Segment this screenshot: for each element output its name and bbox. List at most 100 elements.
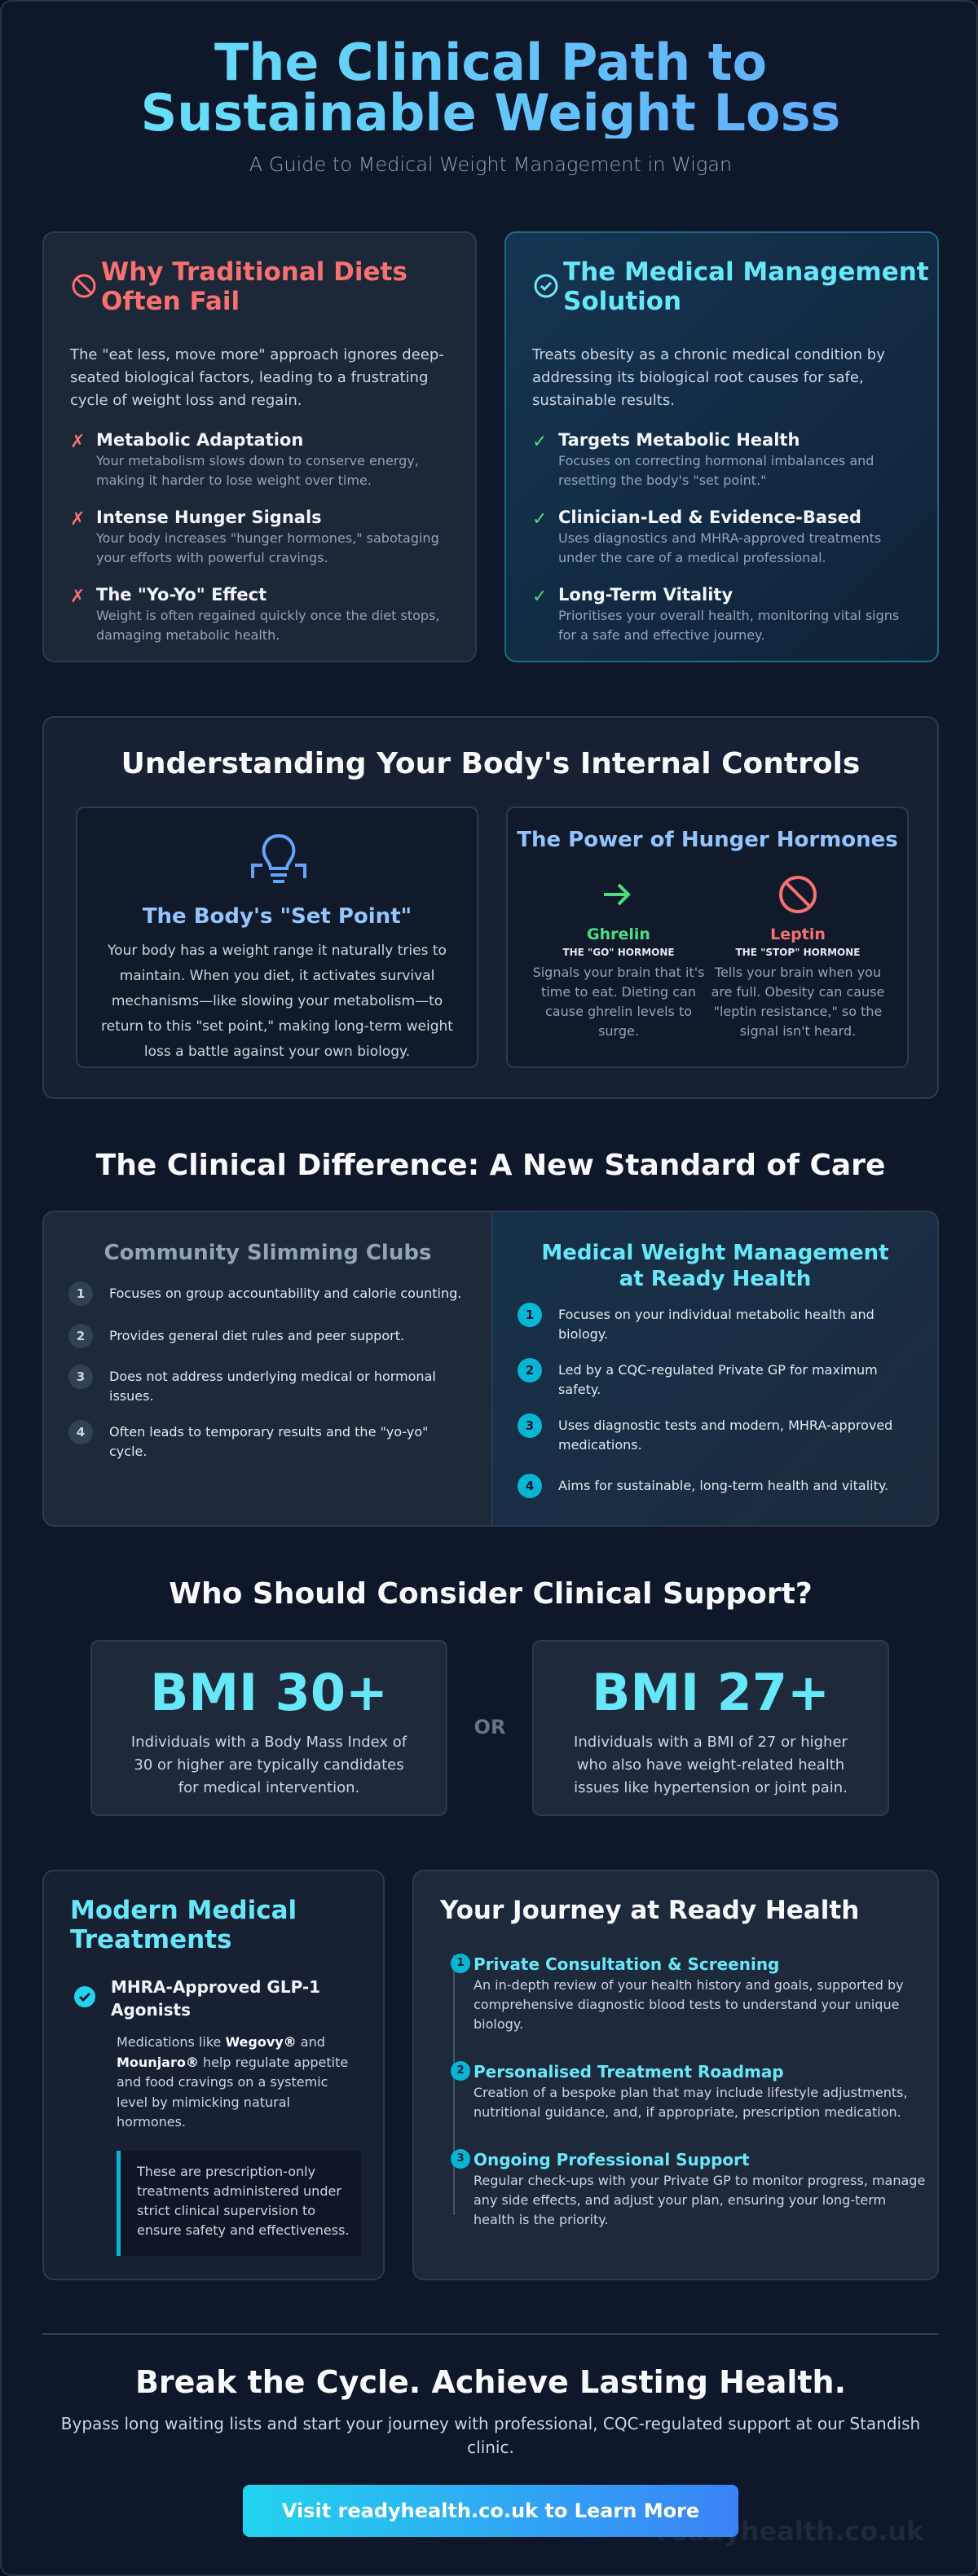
treatments-title: Modern Medical Treatments bbox=[70, 1896, 297, 1954]
treatment-name: MHRA-Approved GLP-1 Agonists bbox=[111, 1977, 321, 2020]
item-title: Targets Metabolic Health bbox=[558, 430, 800, 450]
description-part: help regulate appetite and food cravings… bbox=[117, 2054, 349, 2130]
eligibility-title: Who Should Consider Clinical Support? bbox=[169, 1577, 813, 1611]
description-part: Mounjaro® bbox=[117, 2054, 199, 2070]
medical-column: Medical Weight Management at Ready Healt… bbox=[491, 1212, 937, 1525]
subtitle: A Guide to Medical Weight Management in … bbox=[249, 153, 733, 176]
hormones-title: The Power of Hunger Hormones bbox=[517, 828, 898, 852]
problem-intro: The "eat less, move more" approach ignor… bbox=[70, 346, 444, 409]
item-icon: ✗ bbox=[70, 587, 86, 607]
timeline bbox=[453, 1954, 455, 2215]
hormone: Leptin THE "STOP" HORMONE Tells your brain… bbox=[710, 925, 886, 1041]
item-icon: ✓ bbox=[532, 509, 548, 530]
item-number: 4 bbox=[68, 1420, 93, 1444]
item-text: Led by a CQC-regulated Private GP for ma… bbox=[558, 1362, 878, 1397]
set-point-title: The Body's "Set Point" bbox=[142, 904, 412, 929]
item-text: Often leads to temporary results and the… bbox=[109, 1424, 429, 1459]
treatment-note: These are prescription-only treatments a… bbox=[117, 2151, 361, 2256]
list-item: ✗ The "Yo-Yo" Effect Weight is often regai… bbox=[70, 585, 449, 645]
comparison-box: Community Slimming Clubs 1 Focuses on grou… bbox=[42, 1211, 939, 1527]
step-number: 2 bbox=[451, 2061, 470, 2081]
item-number: 4 bbox=[518, 1474, 542, 1498]
go-icon bbox=[604, 883, 631, 906]
divider bbox=[42, 2333, 939, 2335]
list-item: ✓ Clinician-Led & Evidence-Based Uses diag… bbox=[532, 508, 911, 568]
item-text: Prioritises your overall health, monitor… bbox=[558, 608, 900, 643]
hormone-role: THE "GO" HORMONE bbox=[562, 947, 675, 958]
item-icon: ✓ bbox=[532, 432, 548, 452]
step-number: 3 bbox=[451, 2149, 470, 2169]
item-number: 3 bbox=[68, 1365, 93, 1389]
solution-list: ✓ Targets Metabolic Health Focuses on corr… bbox=[506, 430, 937, 645]
item-icon: ✗ bbox=[70, 509, 86, 530]
item-number: 1 bbox=[518, 1303, 542, 1327]
journey-step: 1 Private Consultation & Screening An in-d… bbox=[451, 1954, 930, 2034]
hormone-name: Leptin bbox=[770, 925, 826, 943]
item-text: Focuses on your individual metabolic hea… bbox=[558, 1307, 874, 1342]
treatment-description: Medications like Wegovy® and Mounjaro® h… bbox=[117, 2033, 361, 2133]
bmi-card: BMI 27+ Individuals with a BMI of 27 or … bbox=[532, 1640, 889, 1816]
controls-title: Understanding Your Body's Internal Contr… bbox=[121, 747, 861, 780]
bmi-text: Individuals with a BMI of 27 or higher w… bbox=[574, 1734, 848, 1796]
item-text: Your metabolism slows down to conserve e… bbox=[96, 453, 419, 488]
item-text: Focuses on correcting hormonal imbalance… bbox=[558, 453, 874, 488]
item-text: Provides general diet rules and peer sup… bbox=[109, 1328, 405, 1343]
item-title: Clinician-Led & Evidence-Based bbox=[558, 508, 861, 527]
solution-title: The Medical Management Solution bbox=[563, 257, 929, 316]
problem-list: ✗ Metabolic Adaptation Your metabolism slo… bbox=[44, 430, 475, 645]
problem-card: Why Traditional Diets Often Fail The "ea… bbox=[42, 231, 477, 662]
hormone-name: Ghrelin bbox=[587, 925, 650, 943]
hormone-role: THE "STOP" HORMONE bbox=[735, 947, 861, 958]
step-title: Ongoing Professional Support bbox=[474, 2150, 750, 2169]
item-text: Weight is often regained quickly once th… bbox=[96, 608, 440, 643]
cta-title: Break the Cycle. Achieve Lasting Health. bbox=[134, 2364, 847, 2400]
item-number: 1 bbox=[68, 1281, 93, 1306]
solution-intro: Treats obesity as a chronic medical cond… bbox=[532, 346, 885, 409]
description-part: Medications like bbox=[117, 2034, 226, 2050]
step-number: 1 bbox=[451, 1954, 470, 1973]
step-text: Creation of a bespoke plan that may incl… bbox=[474, 2085, 908, 2120]
hormone: Ghrelin THE "GO" HORMONE Signals your brai… bbox=[531, 925, 707, 1041]
item-text: Does not address underlying medical or h… bbox=[109, 1369, 436, 1404]
item-title: Metabolic Adaptation bbox=[96, 430, 304, 450]
step-text: Regular check-ups with your Private GP t… bbox=[474, 2173, 926, 2227]
item-title: The "Yo-Yo" Effect bbox=[96, 585, 267, 604]
journey-step: 3 Ongoing Professional Support Regular che… bbox=[451, 2149, 930, 2230]
journey-card: Your Journey at Ready Health 1 Private Co… bbox=[412, 1870, 939, 2280]
set-point-icon bbox=[251, 833, 306, 883]
item-text: Your body increases "hunger hormones," s… bbox=[96, 530, 439, 565]
check-badge bbox=[74, 1986, 95, 2007]
set-point-box: The Body's "Set Point" Your body has a w… bbox=[76, 807, 478, 1068]
item-icon: ✓ bbox=[532, 587, 548, 607]
item-title: Intense Hunger Signals bbox=[96, 508, 322, 527]
item-number: 3 bbox=[518, 1413, 542, 1438]
column-title: Medical Weight Management at Ready Healt… bbox=[541, 1241, 889, 1291]
step-title: Personalised Treatment Roadmap bbox=[474, 2062, 784, 2081]
item-icon: ✗ bbox=[70, 432, 86, 452]
hormone-text: Tells your brain when you are full. Obes… bbox=[711, 965, 885, 1039]
step-text: An in-depth review of your health histor… bbox=[474, 1977, 904, 2032]
cta-button[interactable]: Visit readyhealth.co.uk to Learn More bbox=[243, 2485, 738, 2537]
check-icon bbox=[534, 274, 558, 298]
bmi-text: Individuals with a Body Mass Index of 30… bbox=[130, 1734, 408, 1796]
comparison-title: The Clinical Difference: A New Standard … bbox=[95, 1149, 886, 1182]
journey-step: 2 Personalised Treatment Roadmap Creation … bbox=[451, 2061, 930, 2122]
bmi-label: BMI 30+ bbox=[150, 1663, 388, 1722]
item-title: Long-Term Vitality bbox=[558, 585, 734, 604]
bmi-card: BMI 30+ Individuals with a Body Mass Ind… bbox=[90, 1640, 447, 1816]
solution-card: The Medical Management Solution Treats o… bbox=[504, 231, 939, 662]
list-item: ✓ Targets Metabolic Health Focuses on corr… bbox=[532, 430, 911, 490]
item-number: 2 bbox=[68, 1324, 93, 1348]
or-separator: OR bbox=[474, 1716, 506, 1739]
stop-icon bbox=[779, 876, 817, 913]
item-number: 2 bbox=[518, 1358, 542, 1383]
hormone-text: Signals your brain that it's time to eat… bbox=[532, 965, 705, 1039]
main-title: The Clinical Path to Sustainable Weight … bbox=[42, 37, 939, 138]
item-text: Uses diagnostics and MHRA-approved treat… bbox=[558, 530, 882, 565]
hormones-box: The Power of Hunger Hormones Ghrelin THE … bbox=[506, 807, 909, 1068]
journey-title: Your Journey at Ready Health bbox=[440, 1896, 860, 1925]
list-item: ✓ Long-Term Vitality Prioritises your over… bbox=[532, 585, 911, 645]
list-item: ✗ Metabolic Adaptation Your metabolism slo… bbox=[70, 430, 449, 490]
